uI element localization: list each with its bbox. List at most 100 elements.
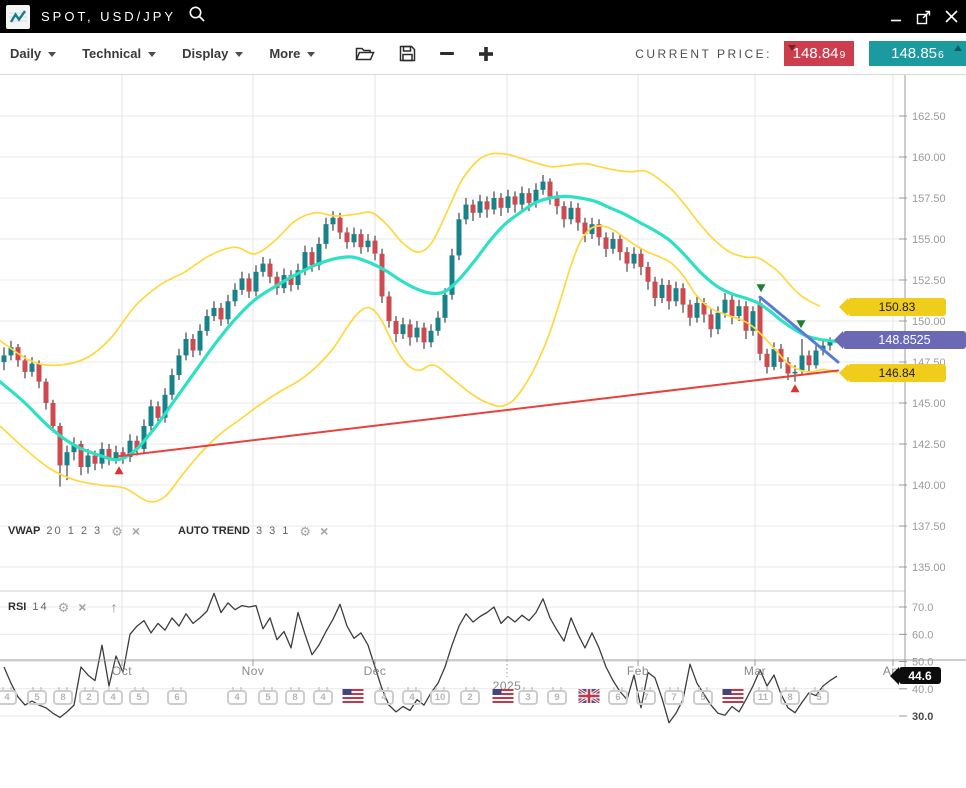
open-layout-icon[interactable]	[355, 46, 376, 62]
rsi-axis-label: 60.0	[912, 629, 933, 641]
timeframe-label: Daily	[10, 46, 42, 61]
bid-price-button[interactable]: 148.84 9	[784, 41, 854, 66]
rsi-move-up-icon[interactable]: ↑	[110, 599, 118, 615]
autotrend-remove-icon[interactable]: ×	[320, 523, 329, 539]
price-axis-label: 152.50	[912, 275, 946, 287]
price-chart-svg[interactable]: 162.50160.00157.50155.00152.50150.00147.…	[0, 75, 966, 788]
indicator-legend: VWAP 20 1 2 3 ⚙ × AUTO TREND 3 3 1 ⚙ ×	[8, 524, 366, 538]
timeframe-dropdown[interactable]: Daily	[10, 46, 57, 61]
indicator-overlays-layer	[0, 152, 840, 503]
current-price-value: 148.8525	[878, 332, 931, 347]
autotrend-params: 3 3 1	[255, 525, 291, 537]
rsi-indicator-label: RSI	[8, 601, 27, 613]
axis-month-label: Dec	[363, 664, 387, 678]
upper-band-line	[0, 152, 821, 367]
lower-band-line	[0, 225, 839, 503]
autotrend-settings-icon[interactable]: ⚙	[299, 523, 312, 539]
chevron-down-icon	[48, 52, 57, 57]
calendar-event-icon[interactable]: 3	[518, 687, 538, 705]
rsi-legend: RSI 14 ⚙ × ↑	[8, 599, 117, 615]
search-icon[interactable]	[188, 5, 206, 28]
axis-month-label: Nov	[241, 664, 265, 678]
calendar-flag-uk-icon[interactable]	[577, 687, 601, 705]
calendar-event-icon[interactable]: 10	[430, 687, 450, 705]
save-layout-icon[interactable]	[399, 45, 416, 62]
grid-layer	[0, 75, 905, 717]
calendar-event-icon[interactable]: 4	[374, 687, 394, 705]
minimize-button[interactable]	[887, 8, 904, 25]
calendar-event-icon[interactable]: 5	[809, 687, 829, 705]
rsi-value-tag: 44.6	[890, 667, 941, 686]
price-down-arrow-icon	[788, 45, 796, 51]
zoom-in-button[interactable]	[478, 46, 494, 62]
sell-signal-icon	[756, 284, 766, 293]
ask-price-pip: 6	[938, 49, 944, 61]
calendar-event-icon[interactable]: 6	[608, 687, 628, 705]
vwap-line	[0, 194, 840, 462]
technical-dropdown[interactable]: Technical	[82, 46, 157, 61]
price-axis-label: 155.00	[912, 234, 946, 246]
zoom-out-button[interactable]	[440, 51, 455, 56]
calendar-flag-us-icon[interactable]	[492, 689, 514, 703]
current-price-label: CURRENT PRICE:	[635, 46, 772, 61]
calendar-event-icon[interactable]: 4	[103, 687, 123, 705]
chevron-down-icon	[307, 52, 316, 57]
calendar-event-icon[interactable]: 5	[693, 687, 713, 705]
chevron-down-icon	[235, 52, 244, 57]
vwap-settings-icon[interactable]: ⚙	[111, 523, 123, 539]
upper-band-price-tag: 150.83	[839, 298, 946, 317]
lower-band-value: 146.84	[878, 365, 916, 380]
calendar-event-icon[interactable]: 5	[258, 687, 278, 705]
axis-month-label: Mar	[743, 664, 767, 678]
bid-price-pip: 9	[839, 49, 846, 61]
rsi-params: 14	[32, 601, 49, 613]
calendar-event-icon[interactable]: 4	[227, 687, 247, 705]
display-label: Display	[182, 46, 229, 61]
price-up-arrow-icon	[954, 45, 962, 51]
more-label: More	[269, 46, 301, 61]
calendar-event-icon[interactable]: 7	[636, 687, 656, 705]
close-button[interactable]	[943, 8, 960, 25]
calendar-event-icon[interactable]: 4	[0, 687, 17, 705]
ask-price-button[interactable]: 148.85 6	[869, 41, 966, 66]
price-axis-label: 135.00	[912, 562, 946, 574]
calendar-event-icon[interactable]: 6	[167, 687, 187, 705]
calendar-event-icon[interactable]: 8	[53, 687, 73, 705]
calendar-event-icon[interactable]: 9	[547, 687, 567, 705]
axis-month-label: Oct	[111, 664, 133, 678]
calendar-event-icon[interactable]: 11	[753, 687, 773, 705]
calendar-event-icon[interactable]: 2	[460, 687, 480, 705]
calendar-event-icon[interactable]: 2	[79, 687, 99, 705]
popout-button[interactable]	[915, 8, 932, 25]
calendar-event-icon[interactable]: 4	[402, 687, 422, 705]
display-dropdown[interactable]: Display	[182, 46, 244, 61]
calendar-event-icon[interactable]: 4	[313, 687, 333, 705]
price-axis-label: 150.00	[912, 316, 946, 328]
chart-area[interactable]: 162.50160.00157.50155.00152.50150.00147.…	[0, 75, 966, 788]
calendar-event-icon[interactable]: 8	[780, 687, 800, 705]
ask-price-value: 148.85	[891, 45, 938, 62]
buy-signal-icon	[114, 466, 124, 475]
vwap-remove-icon[interactable]: ×	[131, 523, 141, 539]
price-axis-label: 142.50	[912, 439, 946, 451]
price-axis-label: 137.50	[912, 521, 946, 533]
trendline-0	[117, 369, 839, 458]
rsi-axis-label: 50.0	[912, 657, 933, 669]
rsi-axis-label: 70.0	[912, 602, 933, 614]
rsi-remove-icon[interactable]: ×	[78, 599, 87, 615]
price-axis-label: 145.00	[912, 398, 946, 410]
technical-label: Technical	[82, 46, 142, 61]
calendar-flag-us-icon[interactable]	[722, 689, 744, 703]
vwap-indicator-label: VWAP	[8, 525, 41, 537]
more-dropdown[interactable]: More	[269, 46, 316, 61]
price-axis-label: 160.00	[912, 152, 946, 164]
window-title: SPOT, USD/JPY	[41, 9, 177, 24]
trendline-1	[758, 295, 840, 364]
rsi-settings-icon[interactable]: ⚙	[57, 599, 70, 615]
bid-price-value: 148.84	[792, 45, 839, 62]
calendar-event-icon[interactable]: 7	[664, 687, 684, 705]
calendar-flag-us-icon[interactable]	[342, 689, 364, 703]
calendar-event-icon[interactable]: 5	[27, 687, 47, 705]
calendar-event-icon[interactable]: 5	[129, 687, 149, 705]
calendar-event-icon[interactable]: 8	[285, 687, 305, 705]
